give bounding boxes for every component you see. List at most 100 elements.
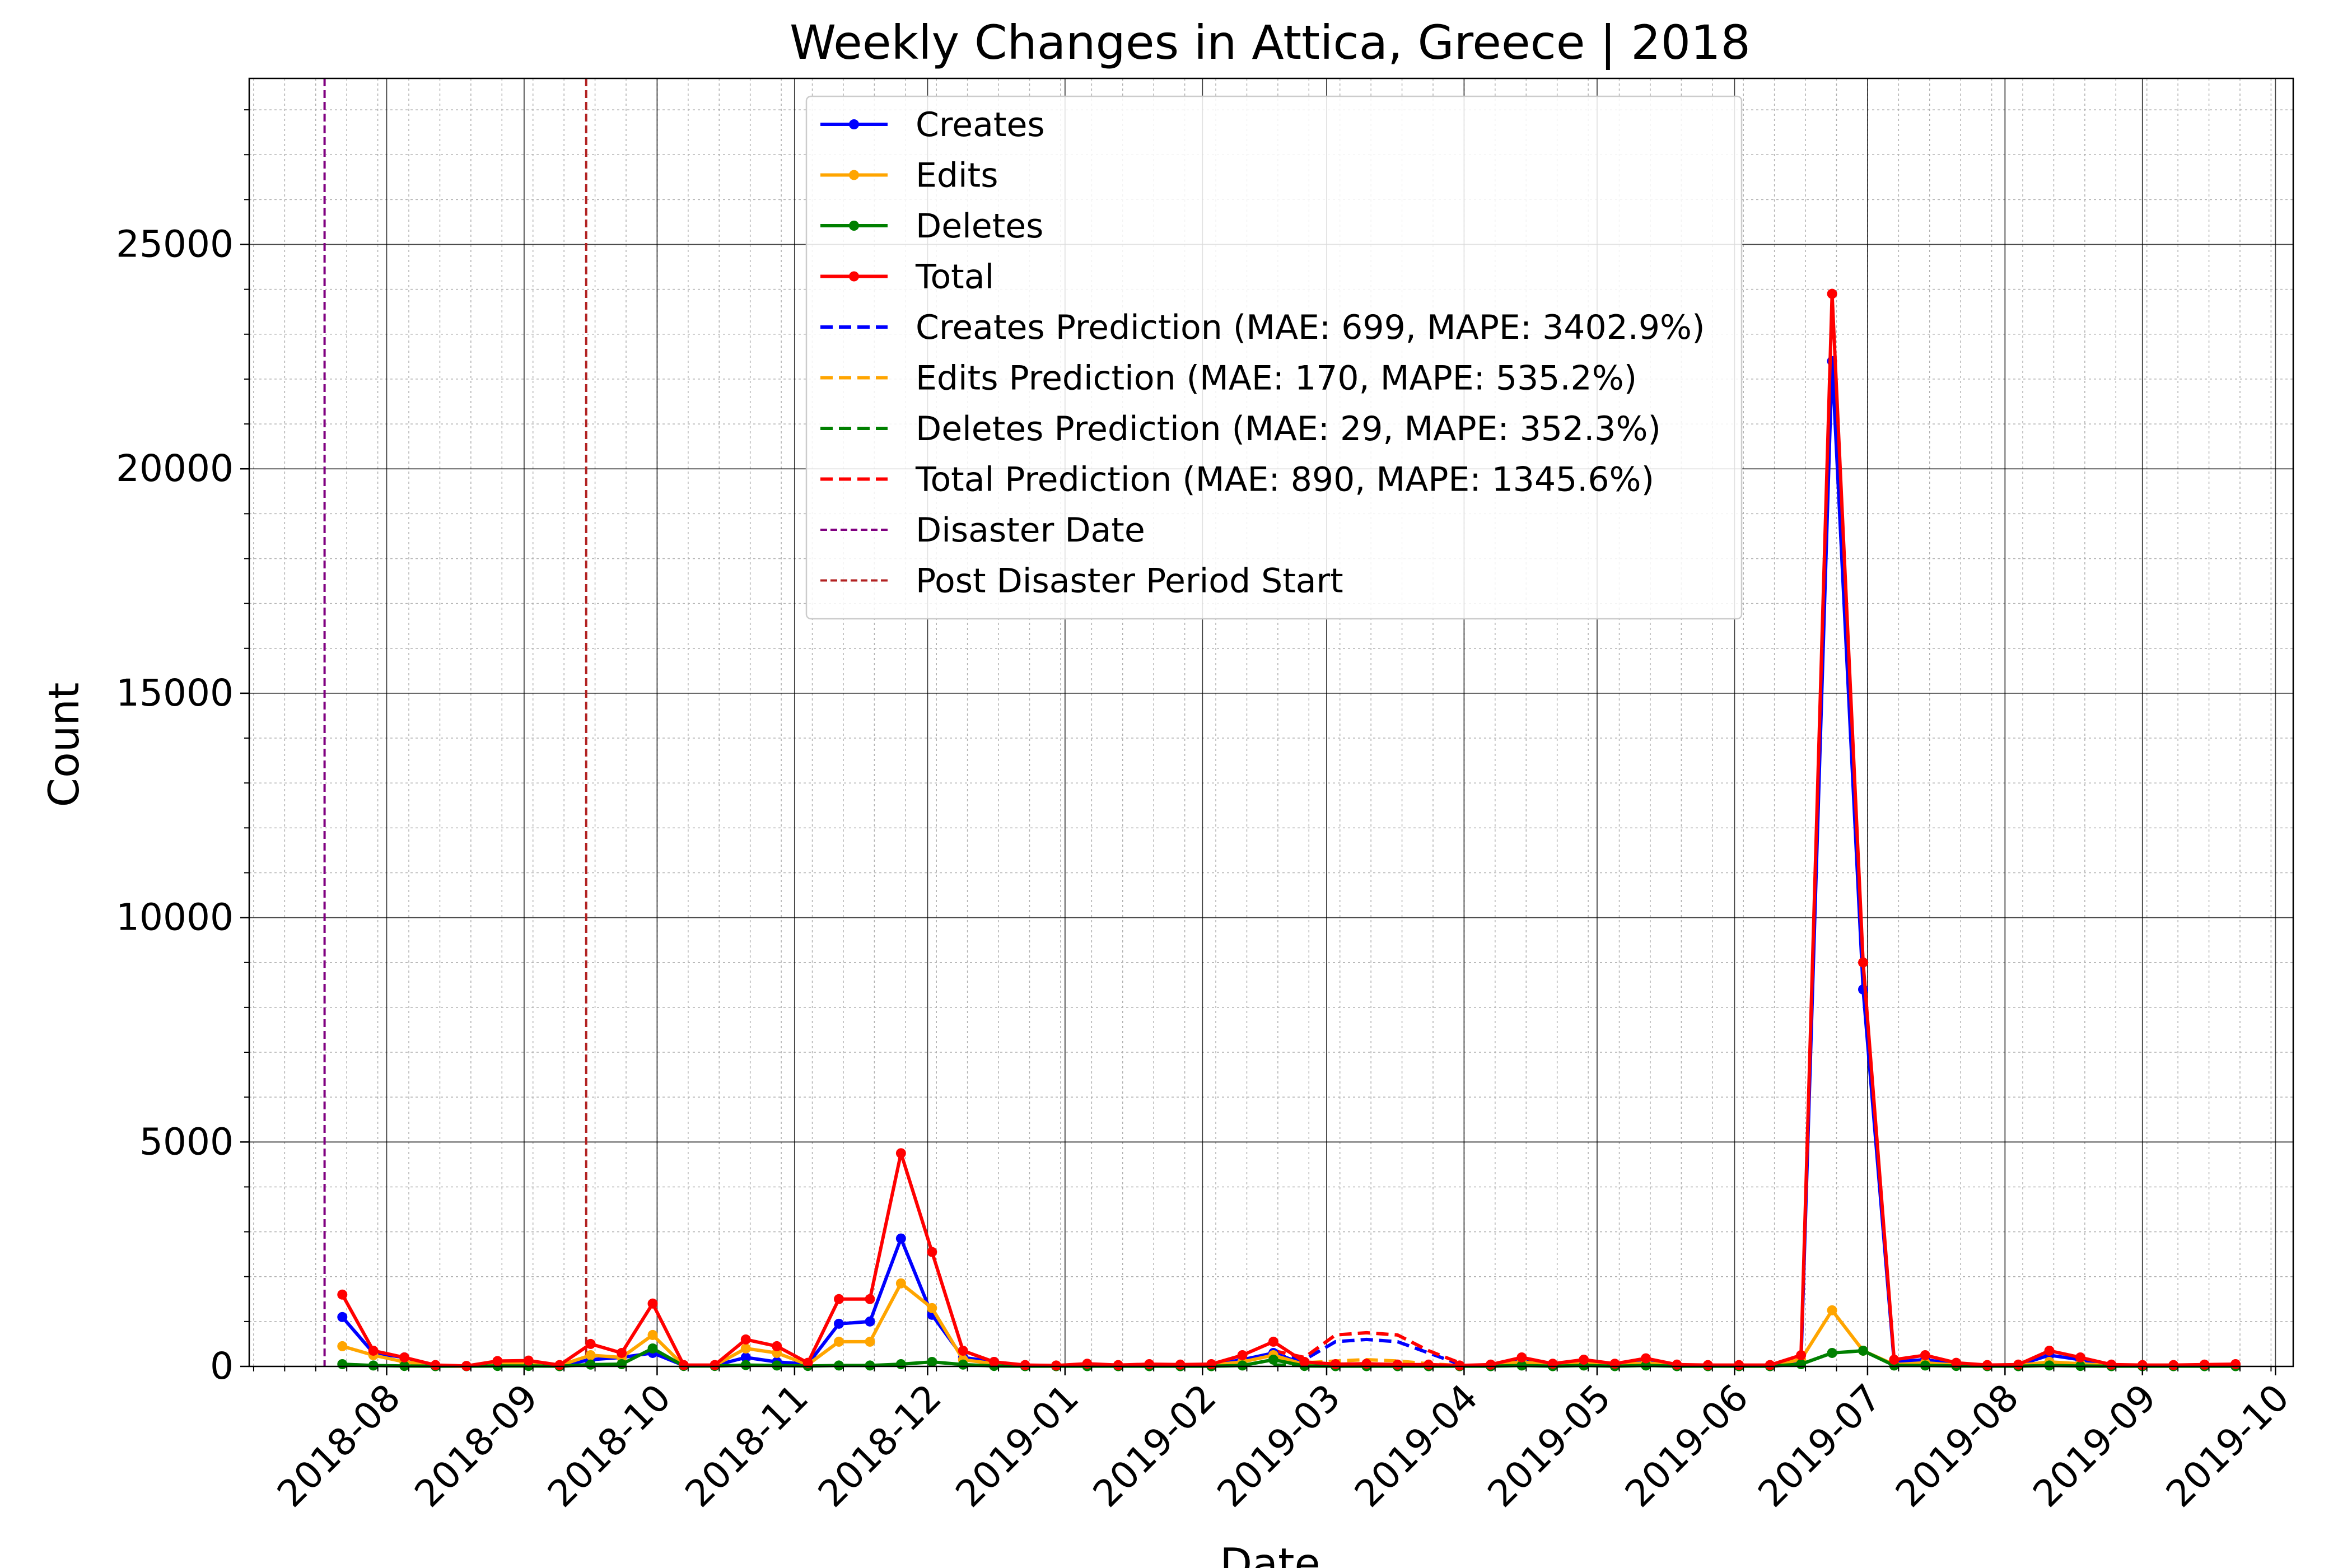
data-point (1516, 1360, 1527, 1371)
data-point (834, 1336, 844, 1347)
data-point (2168, 1360, 2179, 1370)
data-point (927, 1247, 937, 1257)
y-axis-label: Count (39, 683, 88, 808)
data-point (895, 1278, 906, 1289)
data-point (1237, 1350, 1248, 1360)
y-tick-label: 20000 (116, 447, 234, 490)
data-point (1858, 1345, 1868, 1356)
data-point (865, 1336, 875, 1347)
y-tick-label: 5000 (139, 1120, 234, 1163)
data-point (740, 1352, 751, 1362)
data-point (740, 1343, 751, 1354)
data-point (1641, 1360, 1651, 1371)
data-point (865, 1294, 875, 1304)
data-point (834, 1294, 844, 1304)
data-point (2075, 1352, 2085, 1362)
data-point (1485, 1359, 1496, 1370)
data-point (1237, 1360, 1248, 1371)
data-point (802, 1357, 813, 1368)
data-point (740, 1360, 751, 1370)
data-point (337, 1359, 348, 1369)
series-group (1273, 1337, 1460, 1366)
series-line (340, 292, 2236, 1368)
data-point (958, 1359, 968, 1370)
data-point (554, 1360, 565, 1370)
data-point (1424, 1359, 1434, 1370)
data-point (1765, 1360, 1775, 1370)
data-point (895, 1148, 906, 1159)
legend-label: Post Disaster Period Start (916, 562, 1343, 601)
data-point (617, 1347, 627, 1358)
data-point (1330, 1359, 1341, 1369)
legend-label: Edits (916, 156, 998, 195)
reference-lines (323, 78, 587, 1366)
data-point (2137, 1360, 2148, 1370)
data-point (1609, 1359, 1620, 1369)
y-axis-ticks: 0 5000 10000 15000 20000 25000 (116, 109, 249, 1388)
legend: Creates Edits Deletes Total Creates Predicti… (805, 95, 1743, 620)
data-point (1175, 1359, 1186, 1370)
data-point (523, 1355, 534, 1366)
legend-label: Creates Prediction (MAE: 699, MAPE: 3402… (916, 308, 1705, 347)
data-point (1268, 1336, 1278, 1347)
major-grid (249, 78, 2293, 1367)
data-point (1951, 1357, 1962, 1368)
data-point (865, 1316, 875, 1327)
legend-box (805, 95, 1743, 620)
data-point (772, 1360, 782, 1371)
data-point (1858, 957, 1868, 968)
data-point (958, 1345, 968, 1356)
data-point (865, 1360, 875, 1371)
data-point (1827, 1347, 1837, 1358)
data-point (1920, 1350, 1930, 1360)
data-point (1796, 1359, 1807, 1369)
data-point (1672, 1359, 1682, 1370)
data-point (895, 1233, 906, 1244)
data-point (740, 1334, 751, 1345)
data-point (678, 1360, 689, 1370)
data-point (989, 1356, 1000, 1367)
chart-title: Weekly Changes in Attica, Greece | 2018 (790, 15, 1751, 70)
data-point (1702, 1360, 1713, 1370)
data-point (1206, 1359, 1217, 1369)
data-point (492, 1356, 503, 1366)
legend-label: Creates (916, 105, 1045, 144)
data-point (1734, 1360, 1744, 1370)
legend-label: Deletes Prediction (MAE: 29, MAPE: 352.3… (916, 409, 1661, 449)
data-point (834, 1318, 844, 1329)
data-point (1113, 1360, 1123, 1370)
data-point (1454, 1360, 1465, 1371)
data-point (1920, 1360, 1930, 1371)
legend-marker (849, 119, 859, 129)
data-point (337, 1312, 348, 1322)
data-point (2106, 1359, 2117, 1370)
data-point (2044, 1345, 2055, 1356)
data-point (1392, 1359, 1403, 1370)
legend-label: Disaster Date (916, 511, 1145, 550)
y-tick-label: 0 (210, 1345, 234, 1388)
data-point (1889, 1354, 1900, 1365)
data-point (2199, 1359, 2210, 1370)
legend-label: Total Prediction (MAE: 890, MAPE: 1345.6… (915, 460, 1654, 500)
data-point (1827, 1305, 1837, 1315)
legend-label: Total (915, 258, 994, 297)
data-point (927, 1303, 937, 1313)
data-point (1051, 1360, 1061, 1371)
data-point (399, 1352, 410, 1362)
legend-label: Edits Prediction (MAE: 170, MAPE: 535.2%… (916, 359, 1637, 398)
data-point (1299, 1356, 1310, 1367)
series-line (1273, 1331, 1460, 1365)
data-point (337, 1341, 348, 1351)
series-line (1273, 1337, 1460, 1366)
series-line (342, 1281, 2236, 1368)
data-point (1268, 1354, 1278, 1365)
data-point (2044, 1360, 2055, 1371)
data-point (1020, 1360, 1030, 1370)
legend-label: Deletes (916, 207, 1043, 246)
data-point (1082, 1359, 1093, 1369)
data-point (647, 1343, 658, 1354)
data-point (1982, 1360, 1992, 1370)
legend-marker (849, 170, 859, 180)
data-point (895, 1359, 906, 1369)
